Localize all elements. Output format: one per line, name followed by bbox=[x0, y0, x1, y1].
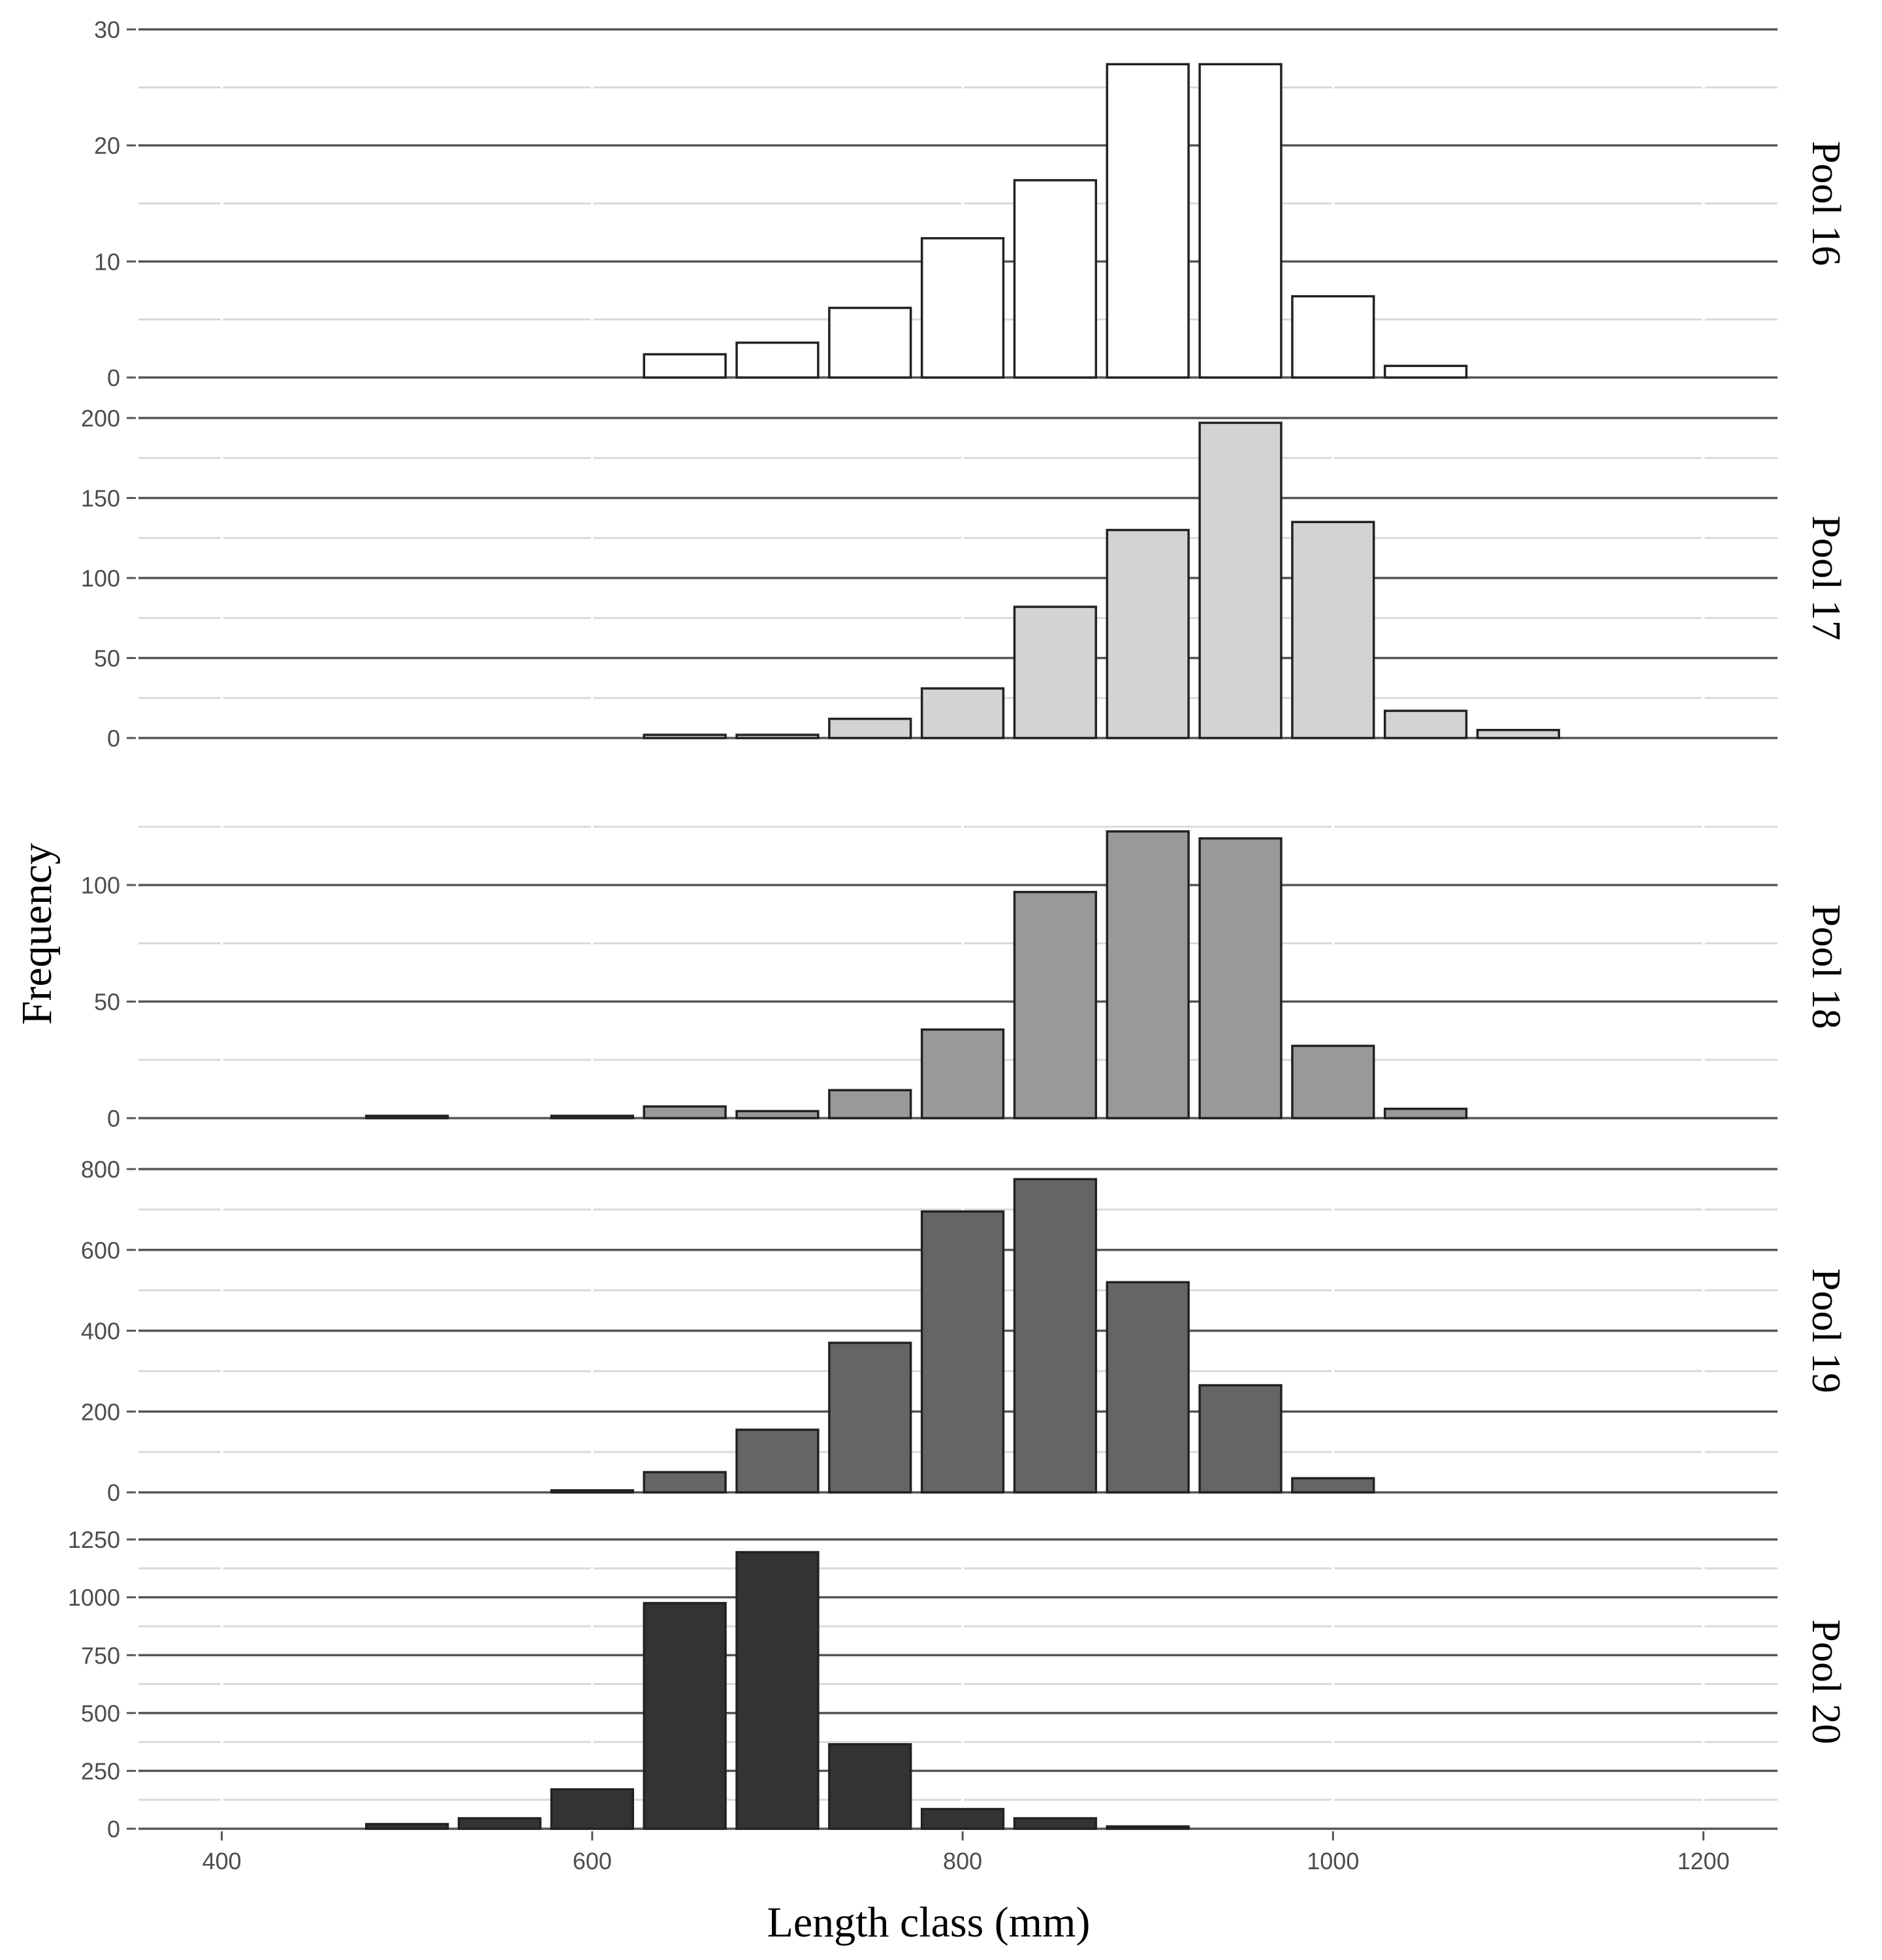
histogram-bar bbox=[920, 1028, 1005, 1119]
histogram-bar bbox=[1198, 837, 1283, 1119]
y-tick-label: 0 bbox=[107, 1479, 120, 1506]
histogram-bar bbox=[550, 1489, 635, 1494]
histogram-bar bbox=[643, 1471, 727, 1494]
y-tick-label: 1250 bbox=[68, 1526, 120, 1553]
histogram-bar bbox=[1383, 709, 1468, 739]
histogram-bar bbox=[735, 341, 820, 379]
y-tick-label: 50 bbox=[94, 989, 120, 1016]
histogram-bar bbox=[643, 1601, 727, 1830]
pool-17-strip-label: Pool 17 bbox=[1804, 515, 1848, 640]
y-tick-label: 1000 bbox=[68, 1584, 120, 1611]
y-tick-label: 50 bbox=[94, 645, 120, 672]
pool-16-strip-label: Pool 16 bbox=[1804, 141, 1848, 266]
pool-17-panel: 0 50 100 150 200 Pool 17 bbox=[81, 405, 1848, 752]
histogram-bar bbox=[1291, 521, 1375, 739]
histogram-bar bbox=[550, 1788, 635, 1830]
histogram-bar bbox=[457, 1817, 542, 1830]
y-tick-label: 100 bbox=[81, 872, 120, 899]
y-tick-label: 0 bbox=[107, 364, 120, 391]
histogram-bar bbox=[1013, 1178, 1098, 1494]
histogram-bar bbox=[1013, 891, 1098, 1119]
histogram-bar bbox=[643, 353, 727, 379]
histogram-bar bbox=[828, 1089, 912, 1119]
histogram-bar bbox=[1198, 1384, 1283, 1494]
histogram-bar bbox=[828, 717, 912, 739]
histogram-bar bbox=[1476, 729, 1561, 739]
pool-19-panel: 0 200 400 600 800 Pool 19 bbox=[81, 1156, 1848, 1506]
pool-18-panel: 0 50 100 Pool 18 bbox=[81, 809, 1848, 1132]
y-tick-label: 0 bbox=[107, 1105, 120, 1132]
histogram-bar bbox=[1013, 1817, 1098, 1830]
y-tick-label: 20 bbox=[94, 133, 120, 159]
pool-18-strip-label: Pool 18 bbox=[1804, 904, 1848, 1029]
histogram-bar bbox=[1198, 63, 1283, 379]
y-tick-label: 100 bbox=[81, 565, 120, 592]
histogram-bar bbox=[643, 1105, 727, 1119]
histogram-bar bbox=[828, 1743, 912, 1830]
histogram-bar bbox=[1106, 1281, 1190, 1494]
histogram-bar bbox=[735, 1550, 820, 1830]
y-tick-label: 150 bbox=[81, 485, 120, 512]
histogram-bar bbox=[920, 1808, 1005, 1830]
y-tick-label: 750 bbox=[81, 1642, 120, 1669]
histogram-bar bbox=[643, 733, 727, 739]
x-tick-label: 600 bbox=[573, 1848, 612, 1874]
histogram-bar bbox=[1106, 528, 1190, 739]
x-axis: 400 600 800 1000 1200 bbox=[202, 1831, 1730, 1874]
y-tick-label: 200 bbox=[81, 1398, 120, 1425]
pool-20-strip-label: Pool 20 bbox=[1804, 1619, 1848, 1744]
histogram-bar bbox=[1383, 1107, 1468, 1119]
x-tick-label: 400 bbox=[202, 1848, 242, 1874]
histogram-bar bbox=[828, 1341, 912, 1494]
y-tick-label: 30 bbox=[94, 16, 120, 43]
histogram-bar bbox=[1106, 1825, 1190, 1830]
y-tick-label: 400 bbox=[81, 1318, 120, 1345]
x-tick-label: 1200 bbox=[1678, 1848, 1730, 1874]
y-tick-label: 200 bbox=[81, 405, 120, 432]
histogram-bar bbox=[1013, 179, 1098, 379]
y-tick-label: 800 bbox=[81, 1156, 120, 1183]
histogram-bar bbox=[735, 1428, 820, 1494]
histogram-bar bbox=[365, 1114, 449, 1119]
histogram-bar bbox=[920, 1210, 1005, 1494]
y-tick-label: 600 bbox=[81, 1237, 120, 1264]
histogram-bar bbox=[1291, 295, 1375, 379]
pool-20-panel: 0 250 500 750 1000 1250 Pool 20 bbox=[68, 1526, 1848, 1842]
histogram-bar bbox=[920, 237, 1005, 379]
y-axis-title: Frequency bbox=[13, 843, 61, 1025]
histogram-bar bbox=[1106, 63, 1190, 379]
histogram-bar bbox=[735, 733, 820, 739]
pool-16-panel: 0 10 20 30 Pool 16 bbox=[94, 16, 1848, 391]
histogram-bar bbox=[365, 1823, 449, 1830]
histogram-bar bbox=[1383, 364, 1468, 379]
x-axis-title: Length class (mm) bbox=[767, 1899, 1091, 1946]
histogram-bar bbox=[1291, 1044, 1375, 1119]
histogram-bar bbox=[550, 1114, 635, 1119]
y-tick-label: 0 bbox=[107, 1816, 120, 1842]
histogram-bar bbox=[1106, 830, 1190, 1119]
y-tick-label: 500 bbox=[81, 1700, 120, 1727]
histogram-bar bbox=[828, 306, 912, 379]
y-tick-label: 10 bbox=[94, 248, 120, 275]
histogram-bar bbox=[1198, 421, 1283, 739]
histogram-bar bbox=[920, 687, 1005, 739]
x-tick-label: 1000 bbox=[1307, 1848, 1359, 1874]
histogram-bar bbox=[1291, 1477, 1375, 1494]
y-tick-label: 250 bbox=[81, 1758, 120, 1784]
histogram-bar bbox=[735, 1110, 820, 1119]
histogram-bar bbox=[1013, 605, 1098, 739]
panels-layer: 0 10 20 30 Pool 16 0 50 100 150 200 Pool 17 0 50 100 P… bbox=[68, 16, 1848, 1874]
x-tick-label: 800 bbox=[943, 1848, 982, 1874]
y-tick-label: 0 bbox=[107, 725, 120, 752]
pool-19-strip-label: Pool 19 bbox=[1804, 1268, 1848, 1393]
